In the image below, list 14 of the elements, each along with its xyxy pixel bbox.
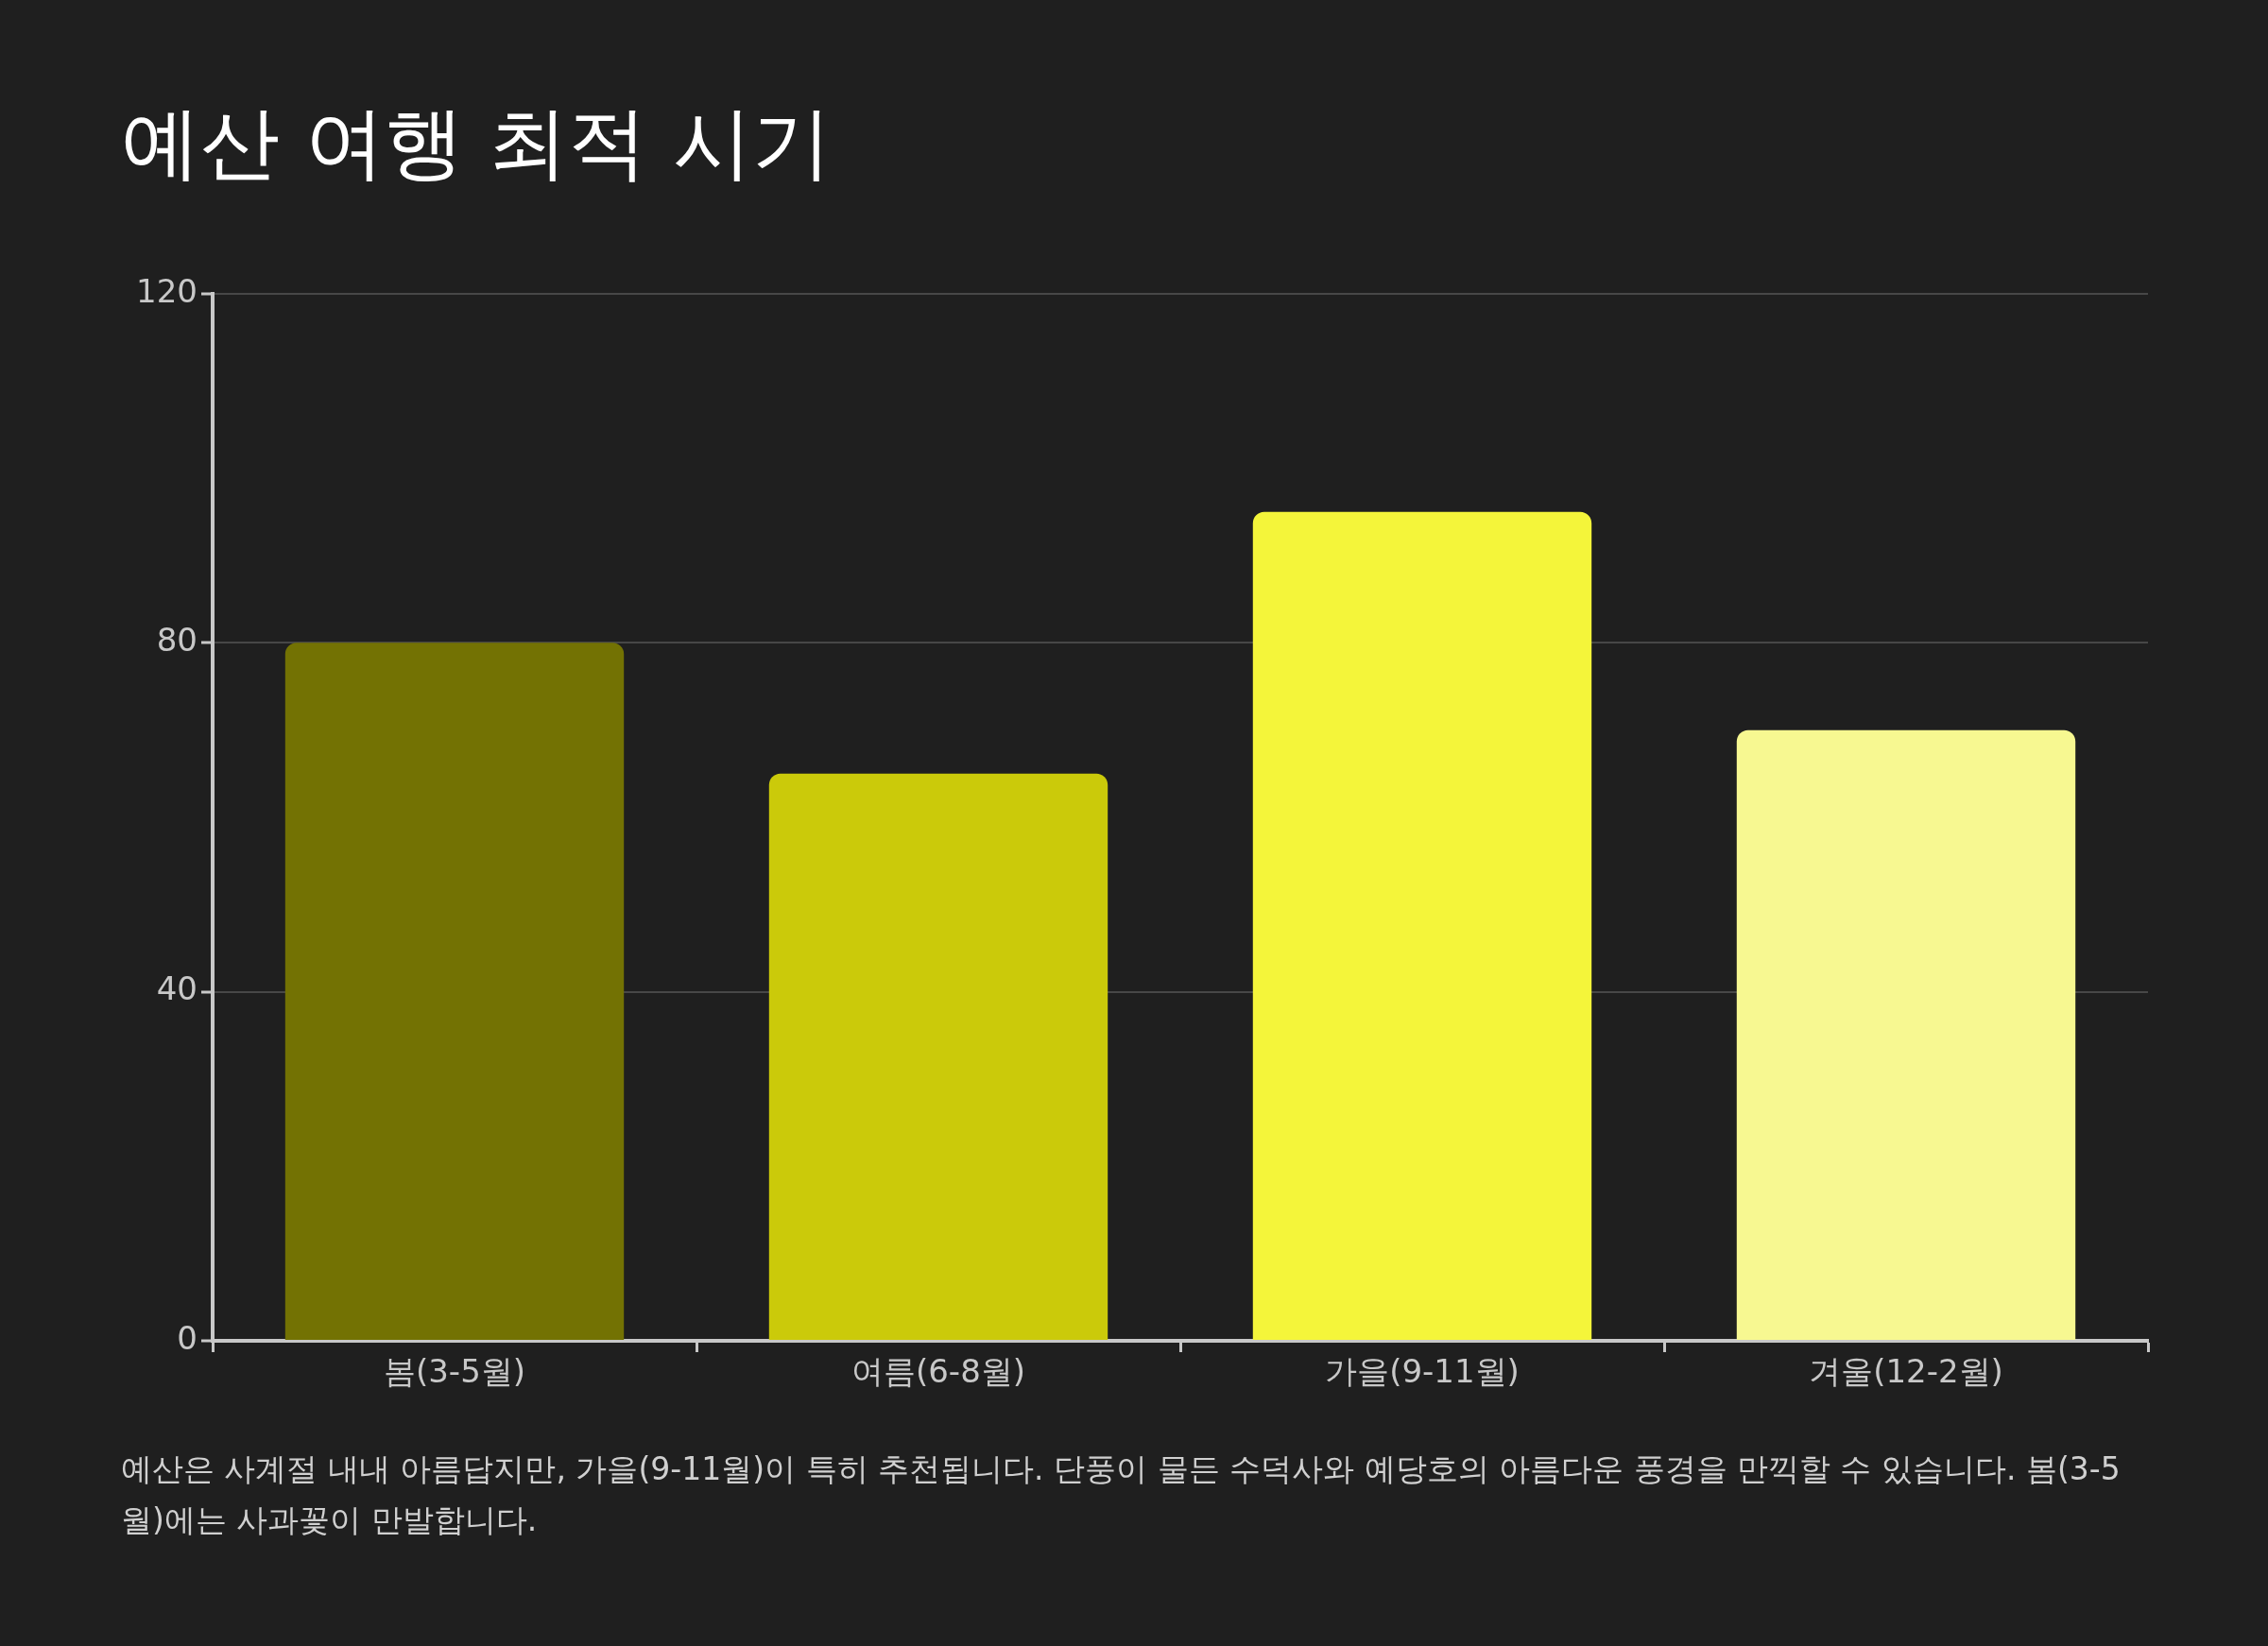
bar [284, 643, 625, 1340]
bar [1736, 729, 2076, 1340]
x-tick-label: 여름(6-8월) [850, 1352, 1026, 1391]
x-tick-label: 가을(9-11월) [1325, 1352, 1520, 1391]
y-tick-label: 40 [156, 969, 198, 1008]
chart-title: 예산 여행 최적 시기 [121, 95, 833, 191]
bar [1252, 511, 1592, 1340]
y-tick-label: 120 [136, 271, 198, 310]
y-tick-label: 0 [177, 1318, 198, 1357]
text: 예산은 사계절 내내 아름답지만, 가을(9-11월)이 특히 추천됩니다. 단풍이 물든 수덕사와 예당호의 아름다운 풍경을 만끽할 수 있습니다. 봄(3-5월)에는 사과꽃이 만발합니다. [121, 1449, 2122, 1541]
x-tick-label: 봄(3-5월) [383, 1352, 526, 1391]
x-tick-label: 겨울(12-2월) [1809, 1352, 2003, 1391]
y-tick-label: 80 [156, 621, 198, 660]
bar [768, 773, 1108, 1340]
